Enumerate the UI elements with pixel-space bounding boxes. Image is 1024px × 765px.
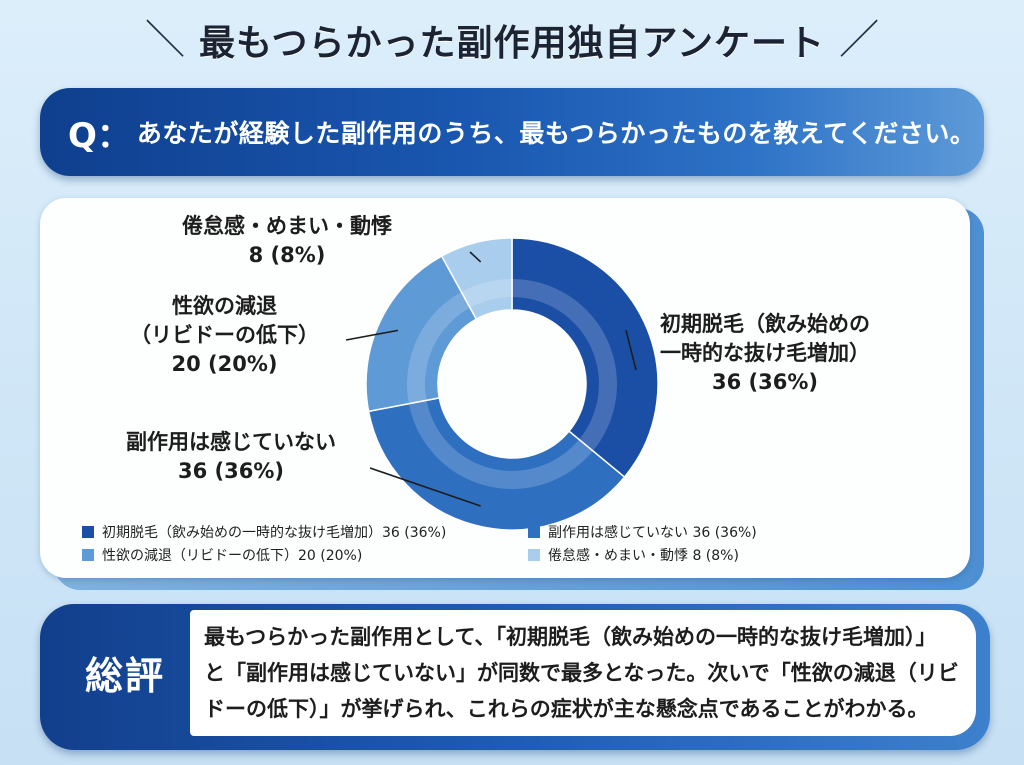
summary-line-2: と「副作用は感じていない」が同数で最多となった。次いで「性欲の減退（リビ bbox=[204, 661, 959, 685]
leader-line-no-side-effects bbox=[369, 467, 481, 507]
legend-label-initial-shedding: 初期脱毛（飲み始めの一時的な抜け毛増加）36 (36%) bbox=[102, 525, 447, 541]
donut-slice-no-side-effects bbox=[367, 396, 626, 531]
donut-chart bbox=[345, 237, 659, 531]
leader-line-libido-decrease bbox=[345, 329, 399, 341]
summary-line-3: ドーの低下）」が挙げられ、これらの症状が主な懸念点であることがわかる。 bbox=[204, 697, 929, 721]
callout-initial-shedding: 初期脱毛（飲み始めの 一時的な抜け毛増加） 36 (36%) bbox=[660, 310, 870, 397]
callout-initial-shedding-line2: 一時的な抜け毛増加） bbox=[660, 341, 870, 365]
leader-line-fatigue bbox=[469, 251, 482, 263]
legend-item-no-side-effects: 副作用は感じていない 36 (36%) bbox=[528, 522, 757, 542]
legend-item-initial-shedding: 初期脱毛（飲み始めの一時的な抜け毛増加）36 (36%) bbox=[82, 522, 446, 542]
chart-card: 初期脱毛（飲み始めの 一時的な抜け毛増加） 36 (36%) 副作用は感じていな… bbox=[40, 198, 970, 578]
legend-label-fatigue: 倦怠感・めまい・動悸 8 (8%) bbox=[548, 548, 739, 564]
title-slash-right: ／ bbox=[839, 17, 880, 63]
legend-swatch-libido-decrease bbox=[82, 549, 94, 561]
callout-libido-decrease: 性欲の減退 （リビドーの低下） 20 (20%) bbox=[130, 292, 319, 379]
callout-no-side-effects-line1: 副作用は感じていない bbox=[126, 430, 336, 454]
callout-no-side-effects-value: 36 (36%) bbox=[178, 459, 284, 483]
page-header: ＼ 最もつらかった副作用独自アンケート ／ bbox=[0, 10, 1024, 70]
legend-item-fatigue: 倦怠感・めまい・動悸 8 (8%) bbox=[528, 545, 739, 565]
callout-libido-decrease-line1: 性欲の減退 bbox=[172, 294, 277, 318]
legend-label-no-side-effects: 副作用は感じていない 36 (36%) bbox=[548, 525, 757, 541]
summary-label: 総評 bbox=[84, 654, 165, 698]
legend-swatch-initial-shedding bbox=[82, 526, 94, 538]
callout-libido-decrease-value: 20 (20%) bbox=[171, 352, 278, 376]
summary-line-1: 最もつらかった副作用として、「初期脱毛（飲み始めの一時的な抜け毛増加）」 bbox=[204, 625, 937, 649]
callout-fatigue-line1: 倦怠感・めまい・動悸 bbox=[182, 214, 392, 238]
donut-slice-fatigue bbox=[440, 237, 513, 321]
donut-inner-highlight bbox=[407, 279, 617, 489]
legend-item-libido-decrease: 性欲の減退（リビドーの低下）20 (20%) bbox=[82, 545, 362, 565]
donut-slice-initial-shedding bbox=[511, 237, 659, 479]
chart-legend: 初期脱毛（飲み始めの一時的な抜け毛増加）36 (36%) 副作用は感じていない … bbox=[82, 518, 902, 568]
title-slash-left: ＼ bbox=[144, 17, 185, 63]
callout-no-side-effects: 副作用は感じていない 36 (36%) bbox=[126, 428, 336, 486]
legend-swatch-no-side-effects bbox=[528, 526, 540, 538]
question-mark: Q： bbox=[68, 115, 131, 156]
callout-initial-shedding-line1: 初期脱毛（飲み始めの bbox=[660, 312, 870, 336]
question-text: あなたが経験した副作用のうち、最もつらかったものを教えてください。 bbox=[136, 119, 976, 148]
question-banner: Q： あなたが経験した副作用のうち、最もつらかったものを教えてください。 bbox=[40, 88, 984, 176]
donut-slice-libido-decrease bbox=[365, 255, 478, 413]
page-title: 最もつらかった副作用独自アンケート bbox=[198, 23, 826, 64]
callout-fatigue: 倦怠感・めまい・動悸 8 (8%) bbox=[182, 212, 392, 270]
callout-initial-shedding-value: 36 (36%) bbox=[712, 370, 818, 394]
legend-label-libido-decrease: 性欲の減退（リビドーの低下）20 (20%) bbox=[102, 548, 363, 564]
summary-text-box: 最もつらかった副作用として、「初期脱毛（飲み始めの一時的な抜け毛増加）」 と「副… bbox=[190, 610, 976, 736]
callout-fatigue-value: 8 (8%) bbox=[248, 243, 326, 267]
callout-libido-decrease-line2: （リビドーの低下） bbox=[130, 323, 319, 347]
leader-line-initial-shedding bbox=[625, 330, 637, 371]
legend-swatch-fatigue bbox=[528, 549, 540, 561]
